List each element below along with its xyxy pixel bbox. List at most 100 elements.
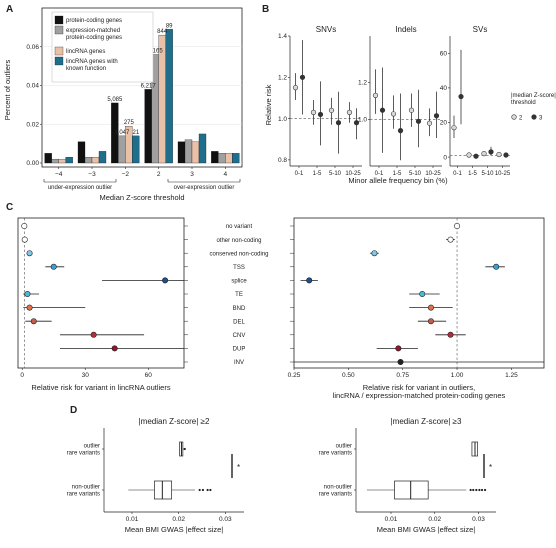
panel-b-x-axis-title: Minor allele frequency bin (%) xyxy=(348,176,448,185)
panel-b-point xyxy=(451,125,457,131)
panel-b-y-tick-label: 1.0 xyxy=(358,117,367,124)
panel-b-point xyxy=(379,107,386,113)
panel-b-point xyxy=(488,149,494,155)
panel-b: B Relative risk SNVs 0.8 1.0 1.2 1.4 0-1 1-5 5-… xyxy=(262,4,556,185)
panel-a-x-tick-label: 4 xyxy=(224,171,228,178)
panel-a-bar xyxy=(65,157,73,164)
panel-c: C no variant other non-coding conserved no… xyxy=(6,202,545,400)
panel-a-bar xyxy=(77,141,86,164)
panel-d-outlier-point xyxy=(198,488,201,492)
panel-c-x-tick-label: 0 xyxy=(20,372,24,379)
panel-d-facet: |median Z-score| ≥3 0.01 0.02 0.03 Mean BMI … xyxy=(319,417,496,534)
panel-c-category-label: DEL xyxy=(233,319,245,325)
panel-c-point xyxy=(371,250,378,257)
panel-a-legend-label: protein-coding genes xyxy=(66,18,122,24)
panel-c-x-tick-label: 0.75 xyxy=(396,372,409,379)
panel-a-bar xyxy=(232,153,240,164)
panel-b-point xyxy=(353,120,360,126)
panel-a-count-label: 89 xyxy=(166,23,173,29)
panel-b-point xyxy=(335,120,342,126)
panel-d-facet-title: |median Z-score| ≥2 xyxy=(139,417,210,426)
panel-c-category-label: TE xyxy=(235,292,243,298)
panel-b-point xyxy=(317,111,324,118)
panel-a-x-tick-label: −4 xyxy=(55,171,63,178)
panel-b-point xyxy=(458,93,464,100)
panel-b-legend: |median Z-score| threshold 2 3 xyxy=(511,93,556,121)
panel-c-point xyxy=(306,277,313,284)
panel-c-point xyxy=(24,290,31,297)
panel-c-x-tick-label: 30 xyxy=(82,372,90,379)
panel-b-point xyxy=(397,128,404,134)
panel-c-point xyxy=(397,358,404,365)
panel-b-point xyxy=(372,92,379,98)
panel-d-outlier-point xyxy=(483,488,487,492)
panel-a-legend-label: lincRNA genes xyxy=(66,49,105,55)
panel-b-point xyxy=(426,120,433,126)
panel-b-x-tick-label: 0-1 xyxy=(295,171,304,177)
panel-b-legend-label: 3 xyxy=(539,115,543,121)
panel-d-box xyxy=(394,480,429,500)
panel-b-point xyxy=(433,113,440,119)
panel-a-frame xyxy=(41,7,243,168)
panel-c-right-points xyxy=(294,218,544,368)
panel-b-point xyxy=(310,109,317,115)
panel-b-facet: Indels 1.0 1.2 0-1 1-5 5-10 10-25 xyxy=(358,25,442,177)
panel-a-x-tick-label: 3 xyxy=(190,171,194,178)
panel-c-category-label: CNV xyxy=(233,333,246,339)
panel-b-x-tick-label: 10-25 xyxy=(495,171,511,177)
panel-d-significance-star: * xyxy=(489,463,492,472)
panel-d-x-tick-label: 0.01 xyxy=(126,516,139,523)
panel-b-x-tick-label: 10-25 xyxy=(345,171,361,177)
panel-a-bar xyxy=(177,141,186,164)
panel-b-x-tick-label: 5-10 xyxy=(409,171,422,177)
panel-a-legend-label: expression-matched protein-coding genes xyxy=(66,28,122,41)
panel-a-bar xyxy=(165,29,173,164)
panel-c-x-tick-label: 60 xyxy=(145,372,153,379)
panel-b-point xyxy=(299,74,306,80)
panel-c-point xyxy=(21,223,28,230)
panel-c-point xyxy=(26,304,33,311)
panel-a-bar xyxy=(44,153,52,164)
panel-d-outlier-point xyxy=(201,488,205,492)
panel-a-x-tick-label: −2 xyxy=(122,171,130,178)
panel-a-bar xyxy=(58,158,66,164)
panel-c-category-label: splice xyxy=(231,279,247,285)
panel-d-x-tick-label: 0.03 xyxy=(472,516,485,523)
panel-b-y-tick-label: 20 xyxy=(440,120,448,127)
panel-c-category-label: other non-coding xyxy=(216,238,261,244)
panel-b-x-tick-label: 5-10 xyxy=(329,171,342,177)
panel-b-letter: B xyxy=(262,4,269,15)
panel-c-left-points xyxy=(21,218,184,368)
panel-c-point xyxy=(26,250,33,257)
panel-b-point xyxy=(496,151,502,158)
panel-b-point xyxy=(346,109,353,115)
panel-a-bars xyxy=(44,29,240,164)
panel-a-count-label: 275 xyxy=(124,120,135,126)
panel-a-bar xyxy=(118,135,126,164)
panel-a-legend-swatch xyxy=(54,15,64,25)
panel-d-x-tick-label: 0.02 xyxy=(172,516,185,523)
panel-b-legend-marker xyxy=(511,114,517,120)
panel-d-x-axis-title: Mean BMI GWAS |effect size| xyxy=(377,525,476,534)
panel-a-legend-label: lincRNA genes with known function xyxy=(66,59,118,72)
panel-b-y-tick-label: 1.2 xyxy=(358,80,367,87)
panel-c-left-x-ticks: 0 30 60 xyxy=(20,368,152,379)
panel-c-x-tick-label: 1.00 xyxy=(451,372,464,379)
panel-b-point xyxy=(503,152,509,158)
panel-a-legend-swatch xyxy=(54,46,64,56)
panel-c-point xyxy=(162,277,169,284)
panel-a-bar xyxy=(198,133,207,164)
panel-d-outlier-point xyxy=(469,488,472,492)
panel-d-box xyxy=(154,480,173,500)
panel-a: A Percent of outliers 5,085 1,047 275 21 6,2… xyxy=(3,4,243,202)
panel-a-legend-swatch xyxy=(54,25,64,35)
panel-d-outlier-point xyxy=(480,488,484,492)
panel-a-bar xyxy=(211,151,219,164)
panel-d-facets: |median Z-score| ≥2 0.01 0.02 0.03 Mean BMI … xyxy=(67,417,496,534)
panel-a-x-tick-label: −3 xyxy=(88,171,96,178)
panel-b-x-tick-label: 1-5 xyxy=(468,171,477,177)
panel-b-y-tick-label: 0 xyxy=(443,154,447,161)
panel-c-point xyxy=(454,223,461,230)
panel-a-x-axis-title: Median Z-score threshold xyxy=(99,193,184,202)
